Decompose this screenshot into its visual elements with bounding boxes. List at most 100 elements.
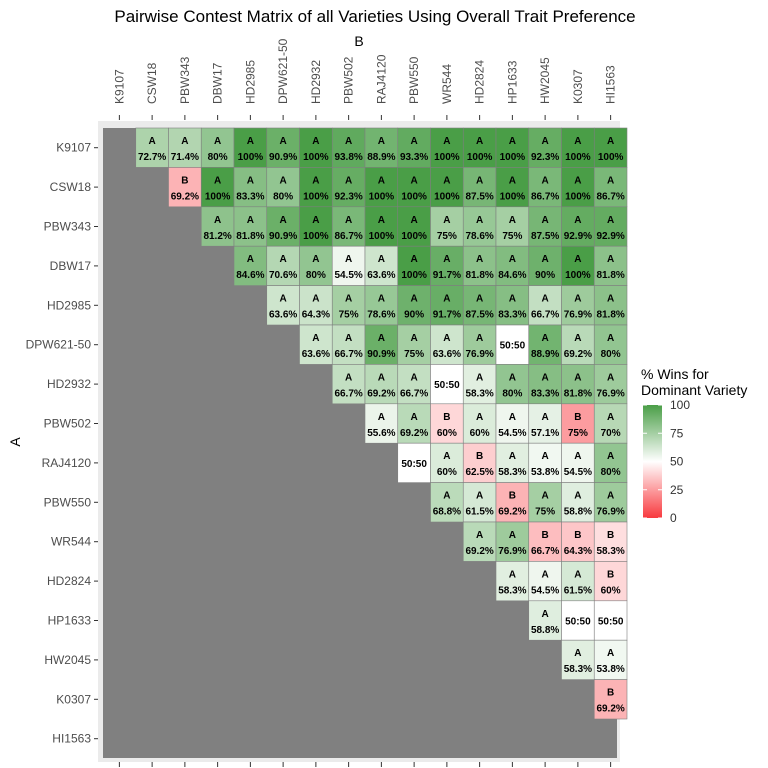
cell-percent-label: 92.9% [596, 231, 624, 242]
heatmap-cell [593, 679, 628, 720]
cell-percent-label: 76.9% [498, 546, 526, 557]
x-axis-title: B [354, 33, 363, 49]
heatmap-cell [364, 364, 399, 405]
heatmap-cell [430, 245, 464, 286]
x-tick-label: HI1563 [604, 65, 618, 104]
cell-winner-label: A [312, 136, 319, 147]
heatmap-cell [168, 127, 202, 168]
cell-winner-label: A [378, 294, 385, 305]
heatmap-cell [299, 167, 333, 208]
heatmap-cell [495, 167, 530, 208]
heatmap-cell [462, 324, 497, 365]
cell-winner-label: A [542, 333, 549, 344]
cell-percent-label: 81.8% [465, 270, 493, 281]
y-tick-label: HD2932 [47, 377, 91, 391]
heatmap-cell [266, 206, 300, 247]
cell-percent-label: 86.7% [531, 191, 559, 202]
heatmap-cell [593, 561, 628, 602]
cell-winner-label: A [509, 412, 516, 423]
cell-percent-label: 100% [434, 152, 460, 163]
x-tick-label: PBW502 [342, 56, 356, 104]
y-tick-label: PBW343 [44, 220, 92, 234]
cell-winner-label: A [280, 136, 287, 147]
legend: % Wins for Dominant Variety 0 25 50 75 100 [641, 366, 747, 525]
cell-winner-label: A [607, 372, 614, 383]
cell-percent-label: 60% [601, 585, 621, 596]
cell-percent-label: 75% [568, 428, 588, 439]
cell-winner-label: A [214, 175, 221, 186]
cell-winner-label: A [443, 451, 450, 462]
cell-winner-label: A [509, 372, 516, 383]
cell-percent-label: 63.6% [367, 270, 395, 281]
cell-percent-label: 61.5% [465, 507, 493, 518]
cell-percent-label: 88.9% [367, 152, 395, 163]
cell-percent-label: 64.3% [564, 546, 592, 557]
cell-winner-label: A [181, 136, 188, 147]
cell-percent-label: 53.8% [531, 467, 559, 478]
cell-percent-label: 83.3% [236, 191, 264, 202]
cell-winner-label: B [476, 451, 483, 462]
heatmap-cell [462, 285, 497, 326]
heatmap-cell [200, 206, 235, 247]
cell-percent-label: 80% [502, 388, 522, 399]
cell-tie-label: 50:50 [500, 341, 526, 352]
heatmap-cell [266, 127, 300, 168]
heatmap-cell [233, 127, 268, 168]
cell-winner-label: A [509, 215, 516, 226]
cell-percent-label: 69.2% [564, 349, 592, 360]
cell-percent-label: 91.7% [433, 310, 461, 321]
cell-winner-label: A [312, 333, 319, 344]
heatmap-cell [168, 167, 202, 208]
heatmap-cell [593, 482, 628, 523]
y-tick-label: K0307 [56, 692, 91, 706]
cell-winner-label: A [607, 294, 614, 305]
cell-percent-label: 80% [601, 467, 621, 478]
cell-percent-label: 92.3% [531, 152, 559, 163]
cell-percent-label: 75% [535, 507, 555, 518]
cell-percent-label: 75% [437, 231, 457, 242]
heatmap-cell [200, 167, 235, 208]
cell-winner-label: A [247, 254, 254, 265]
cell-percent-label: 68.8% [433, 507, 461, 518]
cell-percent-label: 100% [598, 152, 624, 163]
cell-percent-label: 87.5% [465, 191, 493, 202]
heatmap-cell [430, 324, 464, 365]
cell-percent-label: 88.9% [531, 349, 559, 360]
cell-percent-label: 66.7% [400, 388, 428, 399]
heatmap-cell [528, 403, 562, 444]
heatmap-cell [495, 245, 530, 286]
cell-percent-label: 100% [565, 270, 591, 281]
cell-winner-label: A [542, 175, 549, 186]
cell-winner-label: A [607, 175, 614, 186]
cell-percent-label: 76.9% [465, 349, 493, 360]
heatmap-cell [266, 285, 300, 326]
cell-percent-label: 75% [404, 349, 424, 360]
cell-winner-label: A [542, 215, 549, 226]
legend-tick-label: 25 [670, 483, 684, 497]
cell-winner-label: A [476, 254, 483, 265]
cell-percent-label: 57.1% [531, 428, 559, 439]
heatmap-cell [462, 245, 497, 286]
heatmap-cell [397, 245, 431, 286]
cell-percent-label: 90.9% [367, 349, 395, 360]
heatmap-cell [561, 127, 595, 168]
cell-percent-label: 58.3% [596, 546, 624, 557]
cell-percent-label: 100% [303, 191, 329, 202]
cell-percent-label: 70.6% [269, 270, 297, 281]
heatmap-cell [593, 639, 628, 680]
cell-percent-label: 78.6% [367, 310, 395, 321]
cell-percent-label: 70% [601, 428, 621, 439]
heatmap-cell [495, 127, 530, 168]
cell-percent-label: 80% [601, 349, 621, 360]
cell-percent-label: 69.2% [400, 428, 428, 439]
cell-winner-label: B [509, 491, 516, 502]
cell-winner-label: A [509, 136, 516, 147]
cell-winner-label: A [509, 569, 516, 580]
cell-percent-label: 71.4% [171, 152, 199, 163]
heatmap-cell [364, 324, 399, 365]
cell-winner-label: A [443, 491, 450, 502]
cell-percent-label: 60% [470, 428, 490, 439]
cell-percent-label: 66.7% [531, 546, 559, 557]
cell-percent-label: 90.9% [269, 231, 297, 242]
cell-winner-label: A [280, 175, 287, 186]
